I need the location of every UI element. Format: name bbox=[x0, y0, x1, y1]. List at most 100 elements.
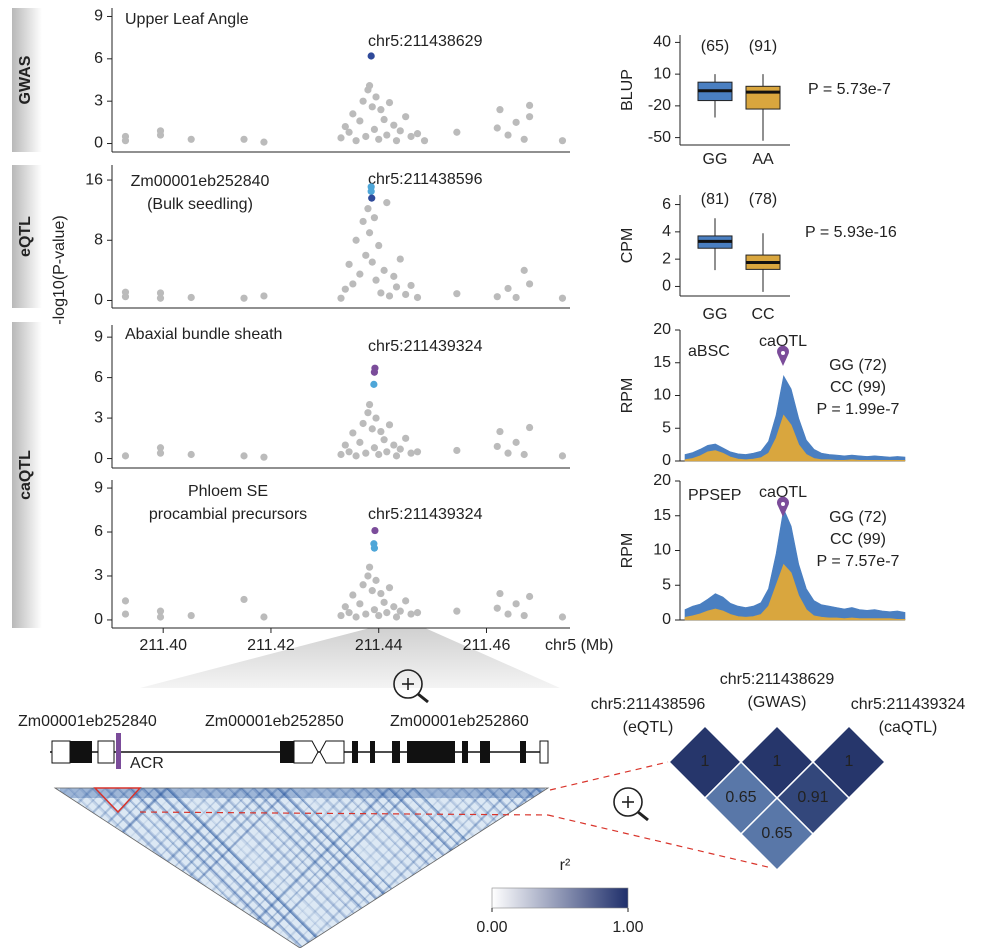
category-label: CC bbox=[751, 306, 774, 323]
x-axis-title: chr5 (Mb) bbox=[545, 637, 613, 654]
coverage-area bbox=[684, 507, 906, 621]
y-tick-label: 3 bbox=[94, 567, 103, 584]
snp-point bbox=[512, 118, 520, 126]
snp-point bbox=[370, 125, 379, 134]
y-tick-label: 20 bbox=[653, 321, 671, 338]
snp-point bbox=[525, 423, 534, 432]
snp-point bbox=[413, 448, 422, 456]
heat-stripe bbox=[512, 788, 548, 948]
snp-point bbox=[512, 438, 520, 446]
snp-point bbox=[156, 294, 165, 302]
snp-point bbox=[370, 544, 379, 552]
heat-stripe bbox=[450, 788, 548, 948]
y-tick-label: 0 bbox=[94, 611, 103, 628]
snp-point bbox=[352, 613, 360, 621]
heat-stripe bbox=[278, 788, 440, 948]
heat-dense bbox=[60, 788, 545, 798]
snp-point bbox=[372, 276, 380, 284]
heat-stripe bbox=[302, 788, 464, 948]
snp-point bbox=[504, 131, 512, 139]
snp-point bbox=[396, 255, 404, 263]
gene-name: Zm00001eb252840 bbox=[18, 713, 157, 730]
snp-point bbox=[345, 128, 353, 136]
coverage-area bbox=[684, 414, 906, 462]
x-tick-label: 211.46 bbox=[463, 637, 511, 654]
heat-stripe bbox=[129, 788, 291, 948]
snp-point bbox=[368, 258, 376, 266]
heat-stripe bbox=[166, 788, 330, 948]
snp-point bbox=[392, 452, 401, 460]
snp-point bbox=[260, 453, 268, 461]
marker-pin bbox=[777, 496, 789, 517]
heat-stripe bbox=[55, 788, 132, 948]
snp-point bbox=[370, 380, 378, 388]
y-tick-label: 5 bbox=[662, 419, 671, 436]
heat-stripe bbox=[140, 788, 304, 948]
snp-point bbox=[260, 292, 268, 300]
snp-point bbox=[413, 293, 422, 302]
snp-point bbox=[364, 205, 372, 213]
snp-point bbox=[359, 217, 367, 226]
snp-point bbox=[407, 610, 415, 618]
heat-stripe bbox=[264, 788, 426, 948]
y-tick-label: 10 bbox=[653, 542, 671, 559]
snp-point bbox=[558, 294, 567, 302]
category-label: GG bbox=[703, 151, 728, 168]
x-tick-label: 211.42 bbox=[247, 637, 295, 654]
snp-point bbox=[352, 452, 360, 460]
colorbar-title: r² bbox=[560, 857, 571, 874]
snp-point bbox=[187, 450, 195, 459]
snp-point bbox=[356, 600, 364, 608]
gene-track bbox=[50, 740, 549, 764]
snp-point bbox=[396, 607, 404, 615]
snp-point bbox=[345, 260, 353, 268]
sample-size: (65) bbox=[701, 38, 729, 55]
ld-highlight bbox=[93, 787, 142, 814]
heat-stripe bbox=[252, 788, 414, 948]
side-label: GWAS bbox=[17, 55, 34, 104]
magnifier bbox=[613, 787, 649, 822]
snp-point bbox=[512, 293, 520, 302]
snp-point bbox=[402, 434, 410, 442]
snp-point bbox=[407, 449, 415, 457]
snp-point bbox=[372, 576, 380, 584]
heat-stripe bbox=[153, 788, 315, 948]
y-tick-label: -20 bbox=[648, 97, 671, 114]
snp-point bbox=[413, 609, 422, 617]
snp-point bbox=[453, 446, 461, 455]
ld-value: 0.65 bbox=[725, 789, 756, 806]
snp-point bbox=[367, 187, 375, 195]
snp-point bbox=[383, 199, 391, 207]
snp-point bbox=[392, 137, 401, 145]
snp-point bbox=[372, 93, 380, 101]
snp-point bbox=[362, 610, 370, 618]
snp-point bbox=[520, 266, 528, 274]
heat-stripe bbox=[191, 788, 353, 948]
y-tick-label: 3 bbox=[94, 409, 103, 426]
x-tick-label: 211.44 bbox=[355, 637, 403, 654]
snp-point bbox=[362, 251, 370, 259]
panel-title: Abaxial bundle sheath bbox=[125, 326, 282, 343]
snp-point bbox=[372, 414, 380, 422]
snp-point bbox=[392, 613, 401, 621]
sample-size: (81) bbox=[701, 191, 729, 208]
snp-annotation: chr5:211439324 bbox=[368, 506, 483, 523]
snp-point bbox=[260, 138, 268, 146]
y-tick-label: 9 bbox=[94, 328, 103, 345]
box bbox=[745, 85, 781, 110]
snp-point bbox=[380, 436, 388, 444]
y-tick-label: 6 bbox=[662, 196, 671, 213]
snp-point bbox=[368, 194, 376, 202]
heat-stripe bbox=[241, 788, 403, 948]
snp-point bbox=[558, 452, 567, 460]
y-tick-label: 6 bbox=[94, 369, 103, 386]
legend-label: CC (99) bbox=[830, 531, 886, 548]
snp-point bbox=[520, 135, 528, 143]
snp-point bbox=[156, 289, 165, 297]
snp-name: chr5:211438596 bbox=[591, 696, 706, 713]
snp-point bbox=[390, 441, 398, 449]
y-tick-label: 0 bbox=[94, 450, 103, 467]
snp-point bbox=[375, 450, 383, 459]
snp-point bbox=[420, 137, 429, 145]
